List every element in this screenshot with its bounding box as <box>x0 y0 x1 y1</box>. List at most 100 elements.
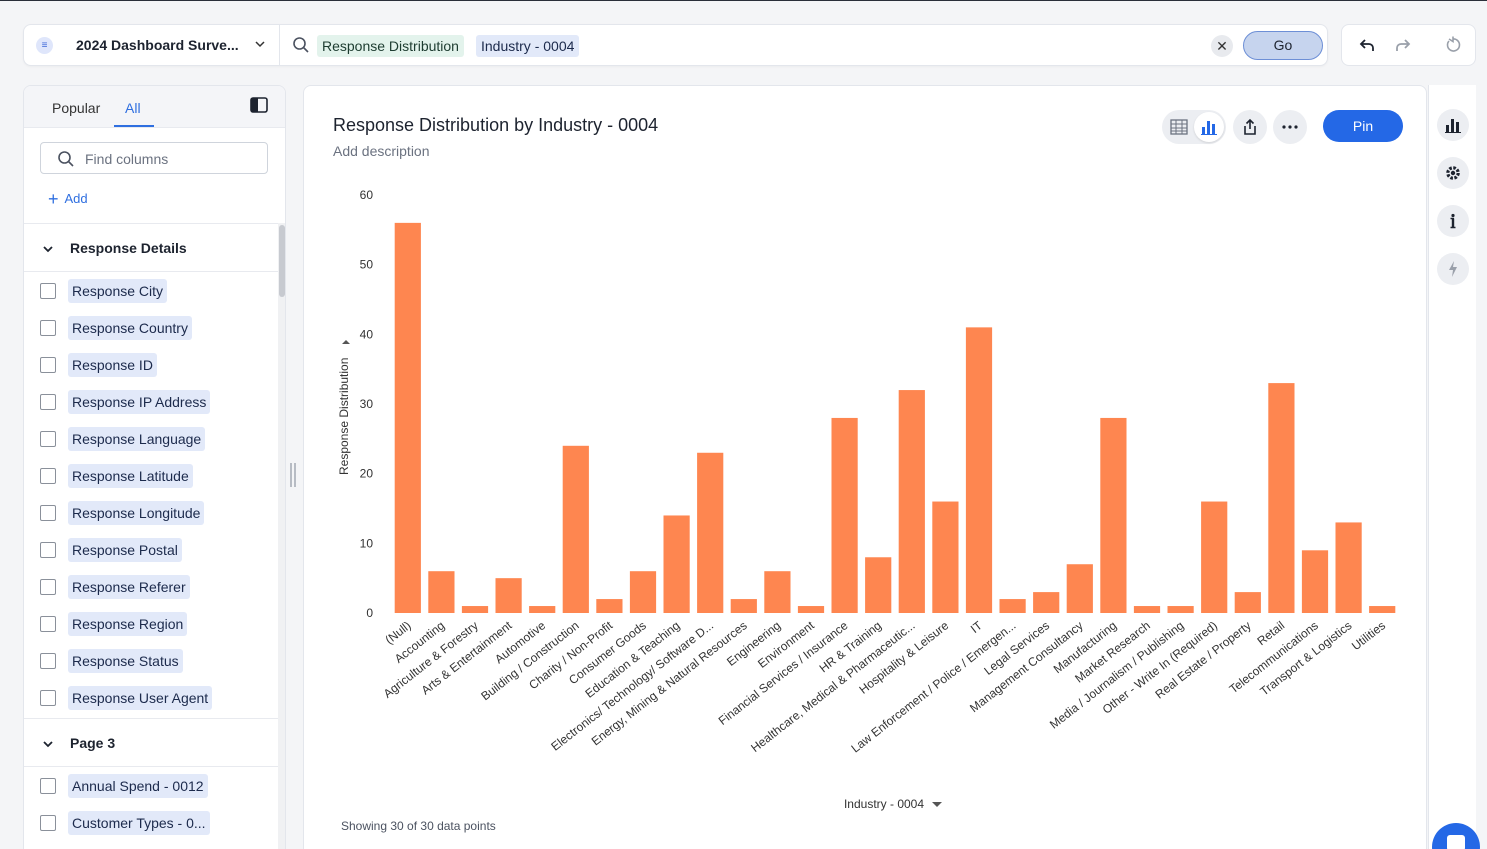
clear-search-button[interactable]: ✕ <box>1211 35 1233 57</box>
column-label[interactable]: Response Status <box>68 649 183 673</box>
undo-icon[interactable] <box>1358 36 1376 54</box>
column-label[interactable]: Customer Types - 0... <box>68 811 210 835</box>
column-item[interactable]: Response Status <box>24 642 278 679</box>
chart-type-button[interactable] <box>1437 109 1469 141</box>
pin-button[interactable]: Pin <box>1323 110 1403 142</box>
bar[interactable] <box>831 417 858 613</box>
column-item[interactable]: Response User Agent <box>24 679 278 716</box>
column-label[interactable]: Response Latitude <box>68 464 193 488</box>
column-checkbox[interactable] <box>40 579 56 595</box>
bar[interactable] <box>697 452 724 613</box>
column-label[interactable]: Response Postal <box>68 538 182 562</box>
column-label[interactable]: Response Language <box>68 427 206 451</box>
column-item[interactable]: Response Language <box>24 420 278 457</box>
bar[interactable] <box>495 578 522 613</box>
column-label[interactable]: Response Country <box>68 316 192 340</box>
column-label[interactable]: Annual Spend - 0012 <box>68 774 208 798</box>
bar[interactable] <box>1100 417 1127 613</box>
go-button[interactable]: Go <box>1243 31 1323 60</box>
column-item[interactable]: Customer Types - 0... <box>24 804 278 841</box>
tab-all[interactable]: All <box>125 100 141 116</box>
search-token-attribute[interactable]: Industry - 0004 <box>476 35 580 57</box>
bar[interactable] <box>1268 383 1295 613</box>
bar[interactable] <box>1201 501 1228 613</box>
info-button[interactable] <box>1437 205 1469 237</box>
column-checkbox[interactable] <box>40 505 56 521</box>
column-label[interactable]: Response City <box>68 279 168 303</box>
column-label[interactable]: Response User Agent <box>68 686 213 710</box>
column-checkbox[interactable] <box>40 394 56 410</box>
column-checkbox[interactable] <box>40 778 56 794</box>
add-description[interactable]: Add description <box>333 143 430 159</box>
column-label[interactable]: Response IP Address <box>68 390 211 414</box>
bar[interactable] <box>898 390 925 613</box>
column-item[interactable]: Response Referer <box>24 568 278 605</box>
column-item[interactable]: Annual Spend - 0012 <box>24 767 278 804</box>
column-item[interactable]: Response ID <box>24 346 278 383</box>
bar[interactable] <box>932 501 959 613</box>
table-view-toggle[interactable] <box>1164 112 1194 142</box>
settings-button[interactable] <box>1437 157 1469 189</box>
column-checkbox[interactable] <box>40 431 56 447</box>
bar[interactable] <box>562 445 589 613</box>
bar[interactable] <box>1066 564 1093 613</box>
bar[interactable] <box>1335 522 1362 613</box>
chart-title[interactable]: Response Distribution by Industry - 0004 <box>333 115 659 135</box>
column-checkbox[interactable] <box>40 468 56 484</box>
bar[interactable] <box>1167 606 1194 613</box>
share-button[interactable] <box>1233 110 1267 144</box>
scrollbar-thumb[interactable] <box>279 225 285 297</box>
reset-icon[interactable] <box>1444 36 1462 54</box>
bar[interactable] <box>629 571 657 613</box>
chevron-down-icon[interactable] <box>254 38 266 50</box>
column-checkbox[interactable] <box>40 616 56 632</box>
section-header-response-details[interactable]: Response Details <box>24 223 278 272</box>
bar[interactable] <box>764 571 791 613</box>
bar[interactable] <box>865 557 892 613</box>
bar[interactable] <box>428 571 455 613</box>
column-label[interactable]: Response Referer <box>68 575 190 599</box>
bar[interactable] <box>1133 606 1161 613</box>
column-item[interactable]: Response IP Address <box>24 383 278 420</box>
insights-button[interactable] <box>1437 253 1469 285</box>
column-label[interactable]: Response ID <box>68 353 157 377</box>
data-source-icon[interactable]: ≡ <box>36 37 53 54</box>
y-axis-menu-icon[interactable] <box>342 340 350 344</box>
column-item[interactable]: Response City <box>24 272 278 309</box>
tab-popular[interactable]: Popular <box>52 100 101 116</box>
add-column-link[interactable]: + Add <box>48 189 88 210</box>
find-columns-field[interactable] <box>40 142 268 174</box>
chat-launcher-button[interactable] <box>1432 823 1480 849</box>
bar[interactable] <box>1369 606 1396 613</box>
bar[interactable] <box>394 222 421 613</box>
column-item[interactable]: Response Latitude <box>24 457 278 494</box>
column-checkbox[interactable] <box>40 320 56 336</box>
bar[interactable] <box>999 599 1026 613</box>
y-axis-title[interactable]: Response Distribution <box>337 358 351 475</box>
bar[interactable] <box>730 599 757 613</box>
bar[interactable] <box>663 515 690 613</box>
x-axis-menu-icon[interactable] <box>932 802 942 807</box>
column-list-scrollbar[interactable] <box>278 223 285 849</box>
column-checkbox[interactable] <box>40 653 56 669</box>
bar[interactable] <box>1301 550 1329 613</box>
more-options-button[interactable] <box>1273 110 1307 144</box>
bar[interactable] <box>461 606 489 613</box>
bar[interactable] <box>529 606 556 613</box>
column-checkbox[interactable] <box>40 357 56 373</box>
search-token-measure[interactable]: Response Distribution <box>317 35 464 57</box>
column-checkbox[interactable] <box>40 815 56 831</box>
column-label[interactable]: Response Longitude <box>68 501 205 525</box>
column-item[interactable]: Response Country <box>24 309 278 346</box>
column-checkbox[interactable] <box>40 283 56 299</box>
x-axis-title[interactable]: Industry - 0004 <box>844 797 924 811</box>
find-columns-input[interactable] <box>85 149 255 169</box>
bar[interactable] <box>965 327 993 613</box>
column-item[interactable]: Response Longitude <box>24 494 278 531</box>
column-label[interactable]: Response Region <box>68 612 188 636</box>
column-item[interactable]: Response Postal <box>24 531 278 568</box>
section-header-page-3[interactable]: Page 3 <box>24 718 278 767</box>
data-source-name[interactable]: 2024 Dashboard Surve... <box>76 37 239 53</box>
bar[interactable] <box>797 606 825 613</box>
bar[interactable] <box>1033 592 1060 613</box>
